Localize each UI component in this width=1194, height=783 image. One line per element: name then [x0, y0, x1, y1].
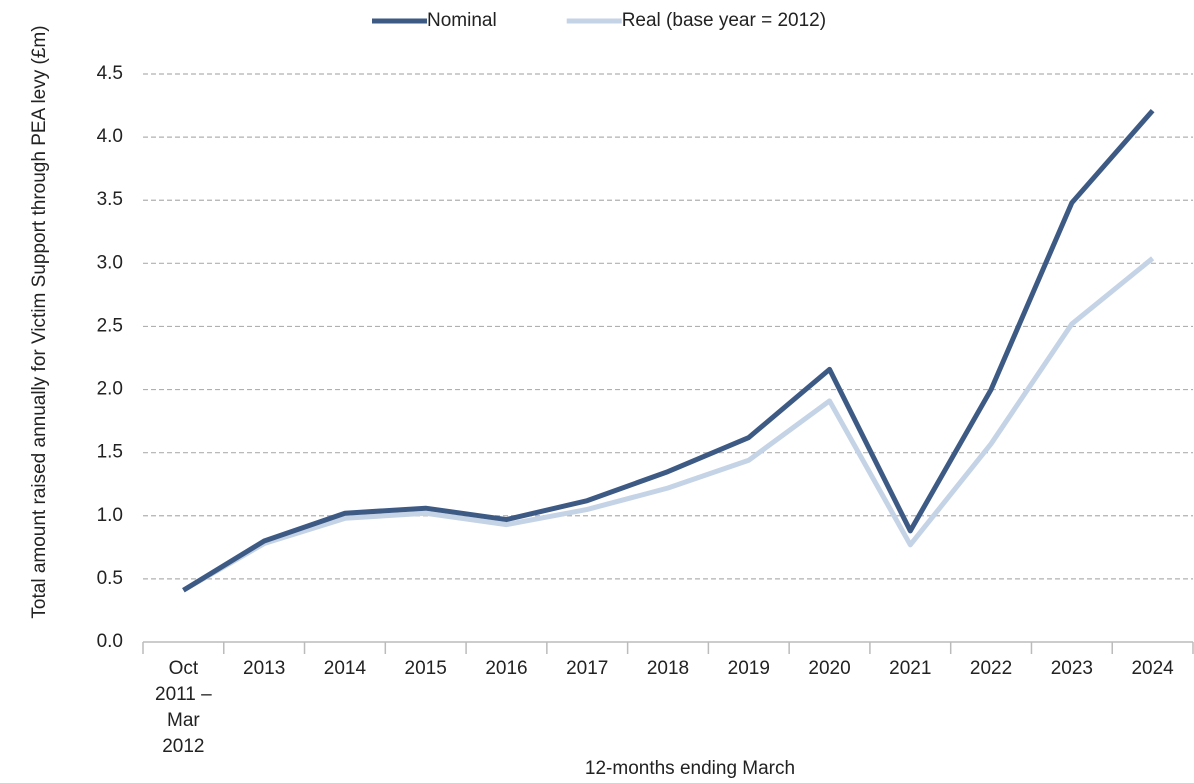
- series-line: [182, 108, 1155, 593]
- x-tick-label: 2014: [323, 658, 367, 679]
- y-tick-label: 1.0: [97, 505, 123, 526]
- x-tick-label: 2020: [808, 658, 851, 679]
- legend-label: Nominal: [427, 10, 497, 31]
- y-tick-label: 4.5: [97, 63, 123, 84]
- y-tick-label: 2.0: [97, 379, 123, 400]
- x-tick-label: 2024: [1131, 658, 1174, 679]
- x-tick-label: 2019: [727, 658, 770, 679]
- y-tick-label: 1.5: [97, 442, 123, 463]
- x-tick-label: 2017: [566, 658, 609, 679]
- y-tick-label: 4.0: [97, 126, 123, 147]
- x-tick-label: 2013: [243, 658, 286, 679]
- x-axis-label: 12-months ending March: [584, 758, 796, 779]
- series-line: [182, 256, 1155, 593]
- y-tick-label: 0.0: [97, 631, 123, 652]
- y-tick-label: 3.0: [97, 252, 123, 273]
- y-tick-label: 3.5: [97, 189, 123, 210]
- y-tick-label: 0.5: [97, 568, 123, 589]
- x-tick-label: 2022: [969, 658, 1013, 679]
- x-tick-label: 2023: [1050, 658, 1093, 679]
- x-tick-label: 2018: [646, 658, 690, 679]
- x-tick-label: 2016: [485, 658, 528, 679]
- y-axis-label: Total amount raised annually for Victim …: [29, 25, 50, 619]
- y-tick-label: 2.5: [97, 315, 123, 336]
- x-tick-label: 2015: [404, 658, 447, 679]
- x-tick-label: Oct 2011 – Mar 2012: [155, 658, 212, 757]
- legend-label: Real (base year = 2012): [622, 10, 826, 31]
- x-tick-label: 2021: [889, 658, 932, 679]
